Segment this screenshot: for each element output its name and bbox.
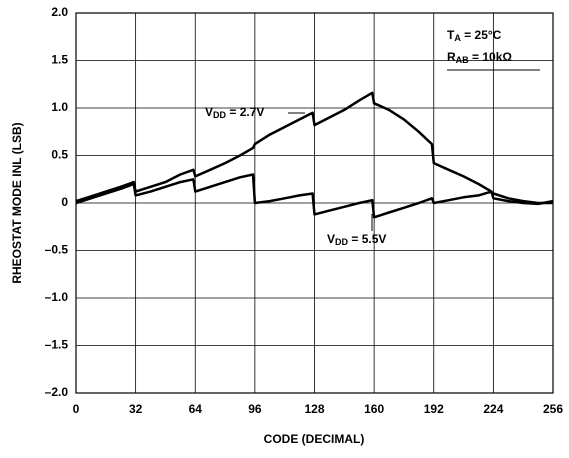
condition-part: = 25°C bbox=[461, 28, 502, 42]
series-label-part: = 2.7V bbox=[226, 105, 264, 119]
condition: RAB = 10kΩ bbox=[447, 50, 512, 65]
y-tick-label: –0.5 bbox=[45, 243, 69, 257]
condition-part: R bbox=[447, 50, 456, 64]
x-tick-label: 128 bbox=[304, 402, 324, 416]
y-tick-label: –2.0 bbox=[45, 385, 69, 399]
series-label: VDD = 5.5V bbox=[327, 232, 386, 247]
data-line bbox=[75, 173, 554, 219]
series-label-sub: DD bbox=[335, 237, 348, 247]
condition-sub: AB bbox=[456, 55, 469, 65]
x-tick-label: 224 bbox=[483, 402, 503, 416]
series-label: VDD = 2.7V bbox=[205, 105, 264, 120]
y-tick-label: 0 bbox=[61, 195, 68, 209]
y-tick-label: –1.5 bbox=[45, 338, 69, 352]
y-tick-label: 1.0 bbox=[51, 100, 68, 114]
condition: TA = 25°C bbox=[447, 28, 502, 43]
series-label-part: V bbox=[327, 232, 335, 246]
x-tick-label: 96 bbox=[248, 402, 262, 416]
series-label-part: V bbox=[205, 105, 213, 119]
x-tick-label: 256 bbox=[543, 402, 563, 416]
y-axis-title: RHEOSTAT MODE INL (LSB) bbox=[10, 122, 24, 283]
x-axis-title: CODE (DECIMAL) bbox=[264, 432, 365, 446]
condition-part: T bbox=[447, 28, 455, 42]
condition-part: = 10kΩ bbox=[469, 50, 513, 64]
x-tick-label: 192 bbox=[424, 402, 444, 416]
y-tick-label: 0.5 bbox=[51, 148, 68, 162]
x-tick-label: 160 bbox=[364, 402, 384, 416]
condition-sub: A bbox=[454, 33, 461, 43]
x-tick-label: 64 bbox=[189, 402, 203, 416]
data-line bbox=[75, 91, 553, 205]
x-tick-label: 0 bbox=[73, 402, 80, 416]
x-tick-label: 32 bbox=[129, 402, 143, 416]
series-label-part: = 5.5V bbox=[348, 232, 386, 246]
y-tick-label: 2.0 bbox=[51, 5, 68, 19]
series-label-sub: DD bbox=[213, 110, 226, 120]
y-tick-label: –1.0 bbox=[45, 290, 69, 304]
y-tick-label: 1.5 bbox=[51, 53, 68, 67]
